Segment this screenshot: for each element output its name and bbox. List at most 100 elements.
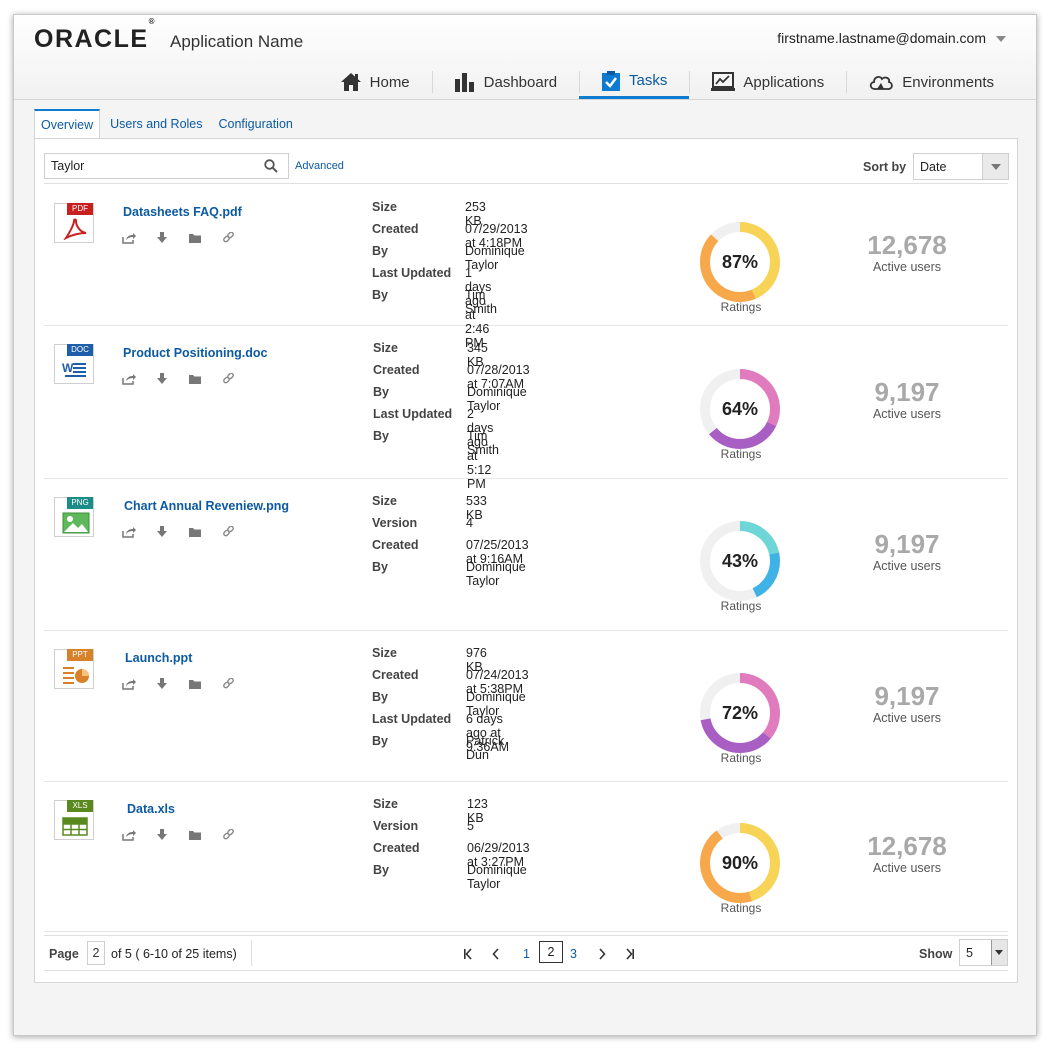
link-icon[interactable] xyxy=(220,828,236,842)
metadata-row: Size 123 KB xyxy=(373,797,488,825)
nav-applications[interactable]: Applications xyxy=(689,65,846,99)
active-users-stat: 9,197 Active users xyxy=(847,683,967,725)
download-icon[interactable] xyxy=(154,677,170,691)
ratings-label: Ratings xyxy=(720,901,762,915)
metadata-value: 253 KB xyxy=(465,200,486,228)
file-metadata: Size 976 KB Created 07/24/2013 at 5:38PM By D… xyxy=(372,646,529,762)
ratings-label: Ratings xyxy=(720,751,762,765)
active-users-count: 12,678 xyxy=(867,230,947,260)
metadata-value: 07/24/2013 at 5:38PM xyxy=(466,668,529,696)
share-icon[interactable] xyxy=(121,677,137,691)
user-email: firstname.lastname@domain.com xyxy=(777,30,986,46)
last-page-icon[interactable] xyxy=(621,943,639,965)
download-icon[interactable] xyxy=(154,828,170,842)
chevron-down-icon[interactable] xyxy=(982,154,1008,179)
rating-arc-1 xyxy=(700,369,780,449)
share-icon[interactable] xyxy=(121,828,137,842)
file-name-link[interactable]: Chart Annual Reveniew.png xyxy=(124,499,290,513)
link-icon[interactable] xyxy=(220,525,236,539)
active-users-label: Active users xyxy=(872,711,942,725)
metadata-row: By Tim Smith xyxy=(373,429,499,457)
metadata-key: Version xyxy=(372,516,418,530)
metadata-value: Dominique Taylor xyxy=(467,385,527,413)
ratings-label: Ratings xyxy=(720,447,762,461)
nav-environments[interactable]: Environments xyxy=(846,65,1016,99)
rating-arc-2 xyxy=(700,673,780,753)
active-users-label: Active users xyxy=(872,861,942,875)
search-icon[interactable] xyxy=(264,159,278,178)
folder-icon[interactable] xyxy=(187,828,203,842)
metadata-row: Size 345 KB xyxy=(373,341,488,369)
folder-icon[interactable] xyxy=(187,677,203,691)
nav-dashboard-label: Dashboard xyxy=(483,73,558,91)
file-actions xyxy=(121,828,236,842)
sort-value: Date xyxy=(920,160,947,174)
user-menu[interactable]: firstname.lastname@domain.com xyxy=(777,30,1006,46)
nav-tasks[interactable]: Tasks xyxy=(579,65,690,99)
cloud-icon xyxy=(868,72,894,92)
advanced-search-link[interactable]: Advanced xyxy=(295,160,344,172)
metadata-key: Size xyxy=(373,341,399,355)
page-link-3[interactable]: 3 xyxy=(570,947,577,961)
folder-icon[interactable] xyxy=(187,525,203,539)
download-icon[interactable] xyxy=(154,231,170,245)
tab-overview[interactable]: Overview xyxy=(34,109,101,139)
metadata-value: Dominique Taylor xyxy=(466,560,526,588)
folder-icon[interactable] xyxy=(187,372,203,386)
metadata-key: Created xyxy=(372,222,419,236)
link-icon[interactable] xyxy=(220,677,236,691)
metadata-value: 123 KB xyxy=(467,797,488,825)
tab-configuration[interactable]: Configuration xyxy=(218,117,293,131)
file-name-link[interactable]: Product Positioning.doc xyxy=(123,346,268,360)
search-input[interactable]: Taylor xyxy=(44,153,289,179)
metadata-value: Dominique Taylor xyxy=(465,244,525,272)
file-name-link[interactable]: Data.xls xyxy=(127,802,175,816)
metadata-value: 4 xyxy=(466,516,473,530)
tab-users-and-roles[interactable]: Users and Roles xyxy=(110,117,203,131)
link-icon[interactable] xyxy=(220,231,236,245)
file-name-link[interactable]: Launch.ppt xyxy=(125,651,193,665)
download-icon[interactable] xyxy=(154,525,170,539)
metadata-value: 6 days ago at 9:36AM xyxy=(466,712,510,754)
next-page-icon[interactable] xyxy=(593,943,611,965)
download-icon[interactable] xyxy=(154,372,170,386)
page-input[interactable]: 2 xyxy=(87,941,105,965)
rating-percent: 87% xyxy=(721,251,759,272)
page-link-1[interactable]: 1 xyxy=(523,947,530,961)
rating-arc-2 xyxy=(700,222,780,302)
file-type-badge: PPT xyxy=(67,649,93,661)
file-name-link[interactable]: Datasheets FAQ.pdf xyxy=(123,205,242,219)
chevron-down-icon[interactable] xyxy=(991,940,1007,965)
previous-page-icon[interactable] xyxy=(487,943,505,965)
share-icon[interactable] xyxy=(121,372,137,386)
metadata-row: Version 4 xyxy=(372,516,473,538)
metadata-key: By xyxy=(372,690,388,704)
png-file-icon: PNG xyxy=(54,497,94,537)
metadata-key: Created xyxy=(372,538,419,552)
file-metadata: Size 345 KB Created 07/28/2013 at 7:07AM By D… xyxy=(373,341,530,491)
share-icon[interactable] xyxy=(121,525,137,539)
rating-arc-1 xyxy=(700,222,780,302)
sort-select[interactable]: Date xyxy=(913,153,1009,180)
active-users-count: 9,197 xyxy=(874,529,940,559)
metadata-row: By Dominique Taylor xyxy=(372,690,526,718)
rating-arc-2 xyxy=(700,369,780,449)
nav-home[interactable]: Home xyxy=(318,65,432,99)
metadata-row: By Dominique Taylor xyxy=(373,863,527,891)
share-icon[interactable] xyxy=(121,231,137,245)
metadata-key: Size xyxy=(373,797,399,811)
folder-icon[interactable] xyxy=(187,231,203,245)
nav-dashboard[interactable]: Dashboard xyxy=(431,65,579,99)
metadata-value: 5 xyxy=(467,819,474,833)
ratings-label: Ratings xyxy=(720,300,762,314)
page-current[interactable]: 2 xyxy=(539,941,563,963)
link-icon[interactable] xyxy=(220,372,236,386)
metadata-value: 07/29/2013 at 4:18PM xyxy=(465,222,528,250)
metadata-key: By xyxy=(373,863,389,877)
metadata-value: Dominique Taylor xyxy=(467,863,527,891)
file-row: PNG Chart Annual Reveniew.png Size 533 KB Ve… xyxy=(44,479,1008,631)
first-page-icon[interactable] xyxy=(459,943,477,965)
page-size-select[interactable]: 5 xyxy=(959,939,1008,966)
main-nav: Home Dashboard Tasks Applications xyxy=(318,65,1016,99)
file-type-badge: DOC xyxy=(67,344,93,356)
